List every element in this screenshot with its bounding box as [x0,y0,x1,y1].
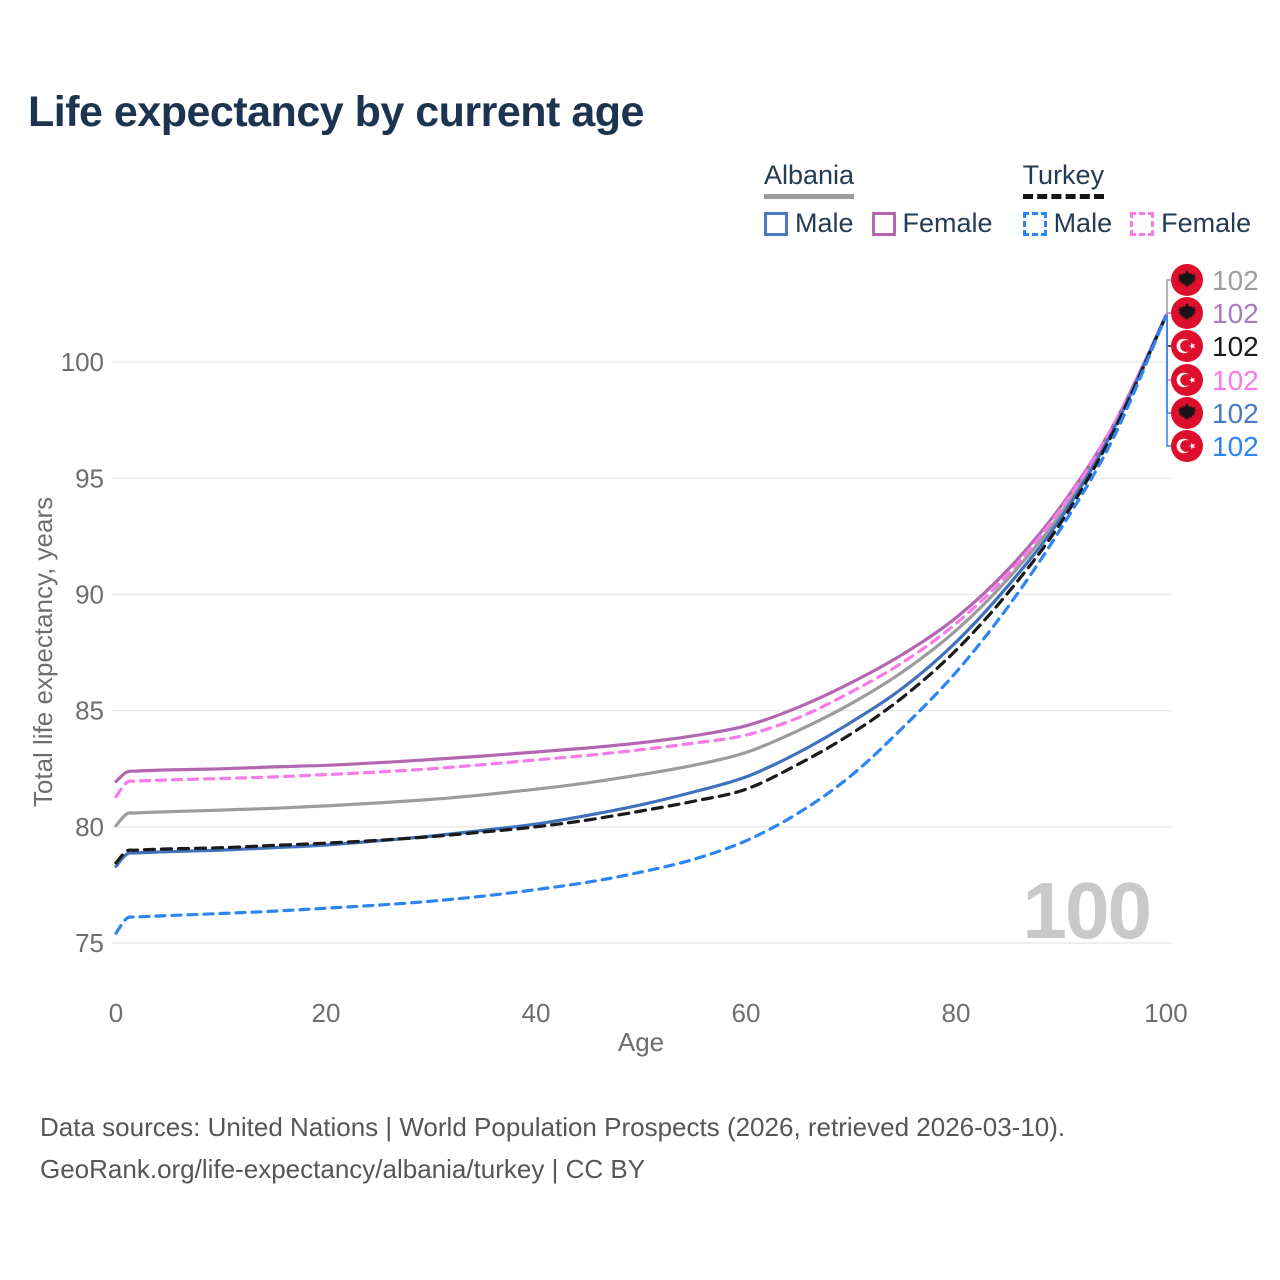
legend-items-albania: Male Female [764,208,993,239]
end-label-value-albania-female: 102 [1212,298,1259,329]
legend-country-turkey[interactable]: Turkey [1022,160,1105,199]
y-axis-title: Total life expectancy, years [28,497,58,807]
turkey-flag-icon [1171,364,1203,396]
end-label-value-turkey-male: 102 [1212,431,1259,462]
turkey-flag-icon [1171,430,1203,462]
legend-item-albania-male[interactable]: Male [764,208,854,239]
legend-label-albania-female: Female [902,208,993,238]
x-axis-title: Age [618,1027,664,1057]
x-tick-label-80: 80 [942,998,971,1028]
albania-flag-icon [1171,397,1203,429]
series-line-albania-total[interactable] [114,314,1168,828]
series-line-albania-male[interactable] [114,314,1168,868]
data-sources-line: Data sources: United Nations | World Pop… [40,1112,1066,1142]
albania-flag-icon [1171,264,1203,296]
gridlines [112,361,1172,944]
legend-item-albania-female[interactable]: Female [871,208,993,239]
y-tick-label-85: 85 [75,696,104,726]
y-tick-label-95: 95 [75,463,104,493]
end-label-leader-albania-male [1166,315,1175,414]
legend-group-albania: Albania Male Female [764,160,993,239]
end-label-value-albania-male: 102 [1212,398,1259,429]
axis-tick-labels: 75 80 85 90 95 100 0 20 40 60 80 100 [61,347,1188,1028]
y-tick-label-100: 100 [61,347,104,377]
series-line-albania-female[interactable] [114,314,1168,784]
x-tick-label-60: 60 [732,998,761,1028]
y-tick-label-90: 90 [75,580,104,610]
albania-flag-icon [1171,297,1203,329]
end-label-value-turkey-female: 102 [1212,365,1259,396]
turkey-male-swatch [1022,211,1047,236]
y-tick-label-80: 80 [75,812,104,842]
footer: Data sources: United Nations | World Pop… [40,1106,1065,1190]
end-label-flags [1171,264,1203,462]
legend-items-turkey: Male Female [1022,208,1251,239]
y-tick-label-75: 75 [75,928,104,958]
age-counter-watermark: 100 [1023,866,1150,955]
turkey-flag-icon [1171,330,1203,362]
end-label-value-albania-total: 102 [1212,265,1259,296]
legend-label-albania-male: Male [795,208,854,238]
series-line-turkey-male[interactable] [114,314,1168,935]
legend-item-turkey-male[interactable]: Male [1022,208,1113,239]
x-tick-label-40: 40 [522,998,551,1028]
series-line-turkey-total[interactable] [114,314,1168,865]
x-tick-label-20: 20 [312,998,341,1028]
series-line-turkey-female[interactable] [114,314,1168,799]
albania-male-swatch [764,211,788,236]
attribution-line: GeoRank.org/life-expectancy/albania/turk… [40,1154,646,1185]
series-lines [114,314,1168,935]
legend-label-turkey-male: Male [1053,208,1113,238]
x-tick-label-100: 100 [1144,998,1187,1028]
albania-female-swatch [871,211,896,236]
legend-item-turkey-female[interactable]: Female [1130,208,1251,239]
end-label-value-turkey-total: 102 [1212,331,1259,362]
legend-country-albania[interactable]: Albania [764,160,855,199]
legend-label-turkey-female: Female [1161,208,1252,238]
x-tick-label-0: 0 [109,998,123,1028]
legend-group-turkey: Turkey Male Female [1022,160,1251,239]
legend: Albania Male Female Turkey Male Female [764,160,1251,239]
turkey-female-swatch [1130,211,1155,236]
page-title: Life expectancy by current age [28,88,644,136]
